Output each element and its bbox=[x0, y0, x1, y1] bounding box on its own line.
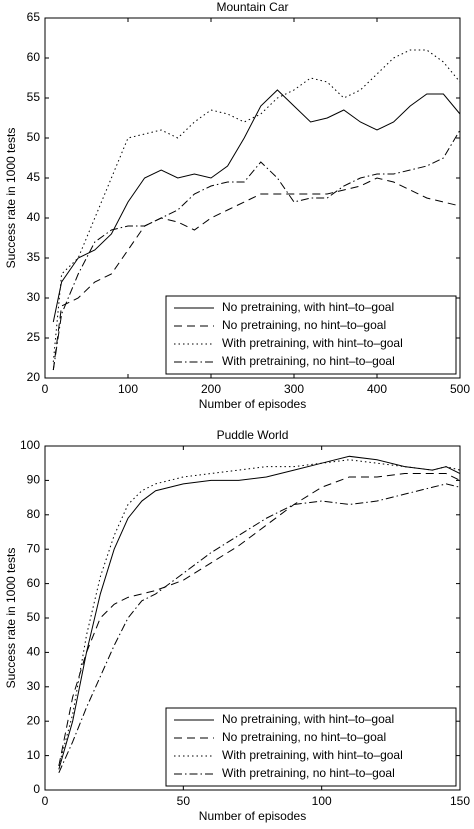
y-tick-label: 25 bbox=[27, 330, 41, 344]
x-tick-label: 0 bbox=[42, 794, 49, 808]
legend-label: No pretraining, with hint–to–goal bbox=[222, 300, 394, 314]
series-line bbox=[58, 483, 461, 774]
x-tick-label: 0 bbox=[42, 382, 49, 396]
x-tick-label: 150 bbox=[450, 794, 470, 808]
legend-label: With pretraining, no hint–to–goal bbox=[222, 354, 395, 368]
legend-label: With pretraining, with hint–to–goal bbox=[222, 748, 403, 762]
series-line bbox=[52, 49, 461, 363]
legend-label: No pretraining, no hint–to–goal bbox=[222, 730, 386, 744]
y-axis-label: Success rate in 1000 tests bbox=[4, 128, 18, 269]
y-tick-label: 60 bbox=[27, 576, 41, 590]
y-tick-label: 65 bbox=[27, 10, 41, 24]
series-line bbox=[58, 455, 461, 770]
series-line bbox=[58, 473, 461, 767]
y-tick-label: 80 bbox=[27, 507, 41, 521]
y-axis-label: Success rate in 1000 tests bbox=[4, 548, 18, 689]
plot-area bbox=[44, 17, 461, 379]
legend-box bbox=[165, 707, 457, 787]
y-tick-label: 40 bbox=[27, 645, 41, 659]
y-tick-label: 20 bbox=[27, 713, 41, 727]
legend-label: No pretraining, with hint–to–goal bbox=[222, 712, 394, 726]
y-tick-label: 70 bbox=[27, 541, 41, 555]
y-tick-label: 50 bbox=[27, 130, 41, 144]
x-tick-label: 300 bbox=[284, 382, 304, 396]
y-tick-label: 100 bbox=[20, 438, 40, 452]
series-line bbox=[52, 177, 461, 371]
x-tick-label: 50 bbox=[177, 794, 191, 808]
x-tick-label: 500 bbox=[450, 382, 470, 396]
y-tick-label: 0 bbox=[33, 782, 40, 796]
x-tick-label: 100 bbox=[312, 794, 332, 808]
y-tick-label: 40 bbox=[27, 210, 41, 224]
y-tick-label: 55 bbox=[27, 90, 41, 104]
legend-label: No pretraining, no hint–to–goal bbox=[222, 318, 386, 332]
y-tick-label: 50 bbox=[27, 610, 41, 624]
y-tick-label: 30 bbox=[27, 290, 41, 304]
y-tick-label: 30 bbox=[27, 679, 41, 693]
y-tick-label: 60 bbox=[27, 50, 41, 64]
x-tick-label: 100 bbox=[118, 382, 138, 396]
series-line bbox=[52, 89, 461, 323]
x-axis-label: Number of episodes bbox=[199, 397, 306, 411]
chart-title: Puddle World bbox=[217, 428, 289, 442]
legend-box bbox=[165, 295, 457, 375]
x-tick-label: 200 bbox=[201, 382, 221, 396]
y-tick-label: 20 bbox=[27, 370, 41, 384]
y-tick-label: 45 bbox=[27, 170, 41, 184]
chart-title: Mountain Car bbox=[216, 0, 288, 14]
y-tick-label: 35 bbox=[27, 250, 41, 264]
y-tick-label: 10 bbox=[27, 748, 41, 762]
x-axis-label: Number of episodes bbox=[199, 809, 306, 823]
series-line bbox=[52, 129, 461, 371]
legend-label: With pretraining, no hint–to–goal bbox=[222, 766, 395, 780]
legend-label: With pretraining, with hint–to–goal bbox=[222, 336, 403, 350]
y-tick-label: 90 bbox=[27, 473, 41, 487]
x-tick-label: 400 bbox=[367, 382, 387, 396]
